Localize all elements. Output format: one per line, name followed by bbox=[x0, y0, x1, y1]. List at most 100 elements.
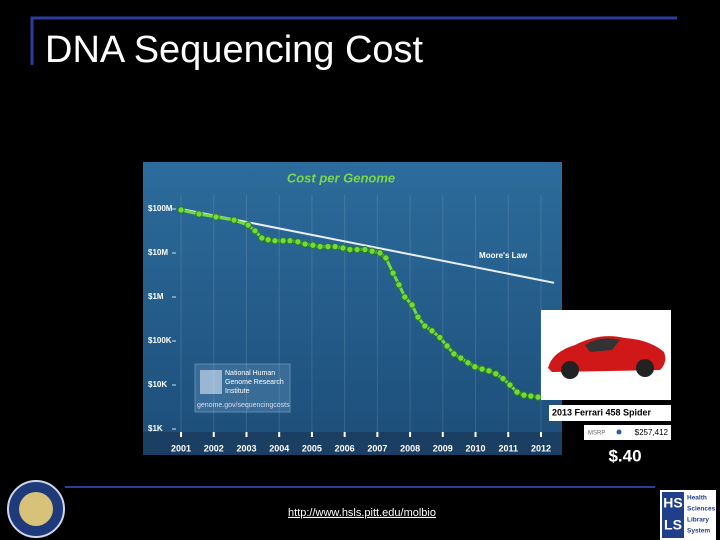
x-tick-label: 2010 bbox=[466, 443, 486, 453]
data-point bbox=[436, 333, 444, 342]
data-point bbox=[389, 269, 397, 277]
hsls-logo: HS LS Health Sciences Library System bbox=[660, 490, 716, 540]
genome-cost: $.40 bbox=[608, 446, 641, 465]
data-point bbox=[506, 381, 514, 389]
car-inset: 2013 Ferrari 458 Spider MSRP $257,412 $.… bbox=[541, 310, 671, 465]
data-point bbox=[271, 237, 279, 245]
price-box bbox=[584, 425, 671, 440]
badge: National Human Genome Research Institute… bbox=[194, 363, 291, 413]
x-tick-label: 2002 bbox=[204, 443, 224, 453]
series-label: Moore's Law bbox=[479, 251, 528, 260]
logo-word: System bbox=[687, 528, 710, 535]
badge-line: National Human bbox=[225, 370, 275, 377]
data-point bbox=[316, 242, 324, 251]
x-tick-label: 2006 bbox=[335, 443, 355, 453]
x-tick-label: 2003 bbox=[236, 443, 256, 453]
badge-url: genome.gov/sequencingcosts bbox=[197, 402, 290, 409]
car-wheel bbox=[636, 359, 654, 377]
data-point bbox=[414, 313, 422, 321]
chart: Cost per Genome National Human Genome Re… bbox=[143, 162, 562, 455]
data-point bbox=[353, 245, 361, 254]
logo-letters: LS bbox=[664, 517, 682, 533]
data-point bbox=[450, 350, 458, 358]
x-tick-label: 2012 bbox=[531, 443, 551, 453]
car-caption-box bbox=[549, 405, 671, 421]
data-point bbox=[499, 374, 507, 383]
data-point bbox=[294, 238, 302, 246]
chart-title: Cost per Genome bbox=[287, 170, 395, 185]
price-dot bbox=[616, 429, 622, 435]
data-point bbox=[286, 237, 294, 245]
data-point bbox=[301, 240, 309, 248]
car-wheel bbox=[561, 361, 579, 379]
data-point bbox=[177, 206, 185, 214]
data-point bbox=[195, 210, 203, 218]
data-point bbox=[361, 245, 369, 254]
y-tick-label: $1M bbox=[148, 292, 164, 301]
data-point bbox=[464, 359, 472, 367]
y-tick-label: $10M bbox=[148, 248, 168, 257]
car-price: $257,412 bbox=[635, 428, 669, 437]
x-tick-label: 2009 bbox=[433, 443, 453, 453]
data-point bbox=[376, 249, 384, 257]
x-tick-label: 2005 bbox=[302, 443, 322, 453]
badge-icon bbox=[200, 370, 222, 394]
badge-line: Institute bbox=[225, 388, 250, 395]
data-point bbox=[346, 245, 354, 254]
data-point bbox=[258, 234, 266, 242]
url-link[interactable]: http://www.hsls.pitt.edu/molbio bbox=[288, 507, 436, 519]
data-point bbox=[457, 354, 465, 362]
data-point bbox=[478, 365, 486, 373]
data-point bbox=[492, 370, 500, 378]
logo-word: Sciences bbox=[687, 506, 716, 513]
car-window bbox=[585, 338, 620, 352]
data-point bbox=[368, 247, 376, 255]
logo-word: Health bbox=[687, 495, 707, 502]
data-point bbox=[443, 342, 451, 350]
logo-letters: HS bbox=[663, 495, 682, 511]
data-point bbox=[471, 363, 479, 371]
data-point bbox=[401, 293, 409, 301]
data-point bbox=[339, 244, 347, 252]
x-axis-band bbox=[143, 432, 562, 455]
msrp-label: MSRP bbox=[588, 431, 605, 437]
data-point bbox=[279, 237, 287, 245]
car-name: 2013 Ferrari 458 Spider bbox=[552, 407, 652, 417]
y-tick-label: $100M bbox=[148, 204, 173, 213]
car-body bbox=[548, 336, 666, 372]
x-tick-label: 2004 bbox=[269, 443, 289, 453]
y-tick-label: $1K bbox=[148, 424, 163, 433]
data-point bbox=[520, 391, 528, 399]
badge-line: Genome Research bbox=[225, 379, 284, 386]
data-point bbox=[408, 301, 416, 309]
x-tick-label: 2001 bbox=[171, 443, 191, 453]
seal-center bbox=[19, 492, 53, 526]
data-point bbox=[428, 327, 436, 335]
data-point bbox=[527, 392, 535, 400]
seal bbox=[7, 480, 65, 538]
data-point bbox=[309, 241, 317, 249]
data-point bbox=[513, 388, 521, 396]
data-point bbox=[421, 322, 429, 330]
data-point bbox=[382, 254, 390, 262]
x-tick-label: 2011 bbox=[498, 443, 518, 453]
title-rule bbox=[30, 16, 677, 65]
data-point bbox=[212, 213, 220, 221]
data-point bbox=[244, 221, 252, 229]
y-tick-label: $100K bbox=[148, 336, 172, 345]
data-point bbox=[324, 242, 332, 251]
x-tick-label: 2008 bbox=[400, 443, 420, 453]
series-line bbox=[180, 208, 555, 284]
y-tick-label: $10K bbox=[148, 380, 167, 389]
data-point bbox=[251, 227, 259, 235]
data-point bbox=[395, 281, 403, 289]
x-tick-label: 2007 bbox=[367, 443, 387, 453]
logo-word: Library bbox=[687, 517, 709, 524]
slide-title: DNA Sequencing Cost bbox=[45, 29, 424, 71]
logo-letters-box bbox=[662, 492, 684, 538]
data-point bbox=[230, 216, 238, 224]
data-point bbox=[534, 393, 542, 401]
data-point bbox=[264, 236, 272, 244]
data-point bbox=[485, 367, 493, 375]
